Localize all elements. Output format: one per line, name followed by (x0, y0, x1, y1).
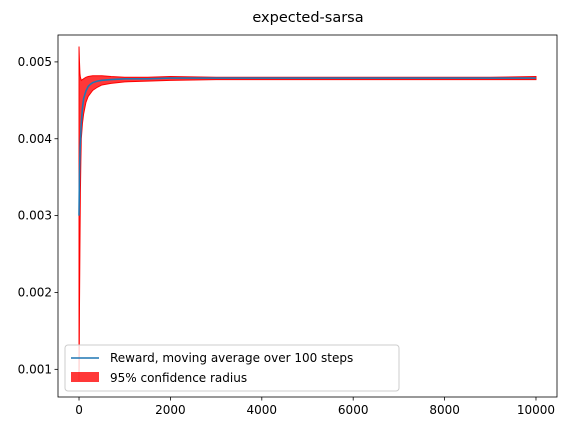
y-tick-label: 0.004 (18, 132, 52, 146)
x-tick-label: 6000 (338, 403, 369, 417)
x-axis-ticks: 0 2000 4000 6000 8000 10000 (75, 397, 555, 417)
y-tick-label: 0.002 (18, 285, 52, 299)
chart-title: expected-sarsa (252, 10, 363, 26)
x-tick-label: 10000 (517, 403, 555, 417)
x-tick-label: 4000 (247, 403, 278, 417)
y-tick-label: 0.001 (18, 362, 52, 376)
legend-entry-confidence: 95% confidence radius (110, 371, 247, 385)
series-layer (78, 77, 536, 216)
y-axis-ticks: 0.001 0.002 0.003 0.004 0.005 (18, 55, 58, 376)
x-tick-label: 2000 (155, 403, 186, 417)
y-tick-label: 0.005 (18, 55, 52, 69)
legend-band-swatch (71, 372, 99, 382)
legend-entry-reward: Reward, moving average over 100 steps (110, 351, 353, 365)
y-tick-label: 0.003 (18, 209, 52, 223)
plot-frame (57, 34, 558, 398)
legend: Reward, moving average over 100 steps 95… (64, 344, 400, 392)
series-line-0 (78, 77, 536, 216)
confidence-band-layer (78, 46, 537, 381)
x-tick-label: 0 (75, 403, 83, 417)
confidence-band (78, 46, 537, 381)
x-tick-label: 8000 (429, 403, 460, 417)
legend-box (64, 344, 400, 392)
